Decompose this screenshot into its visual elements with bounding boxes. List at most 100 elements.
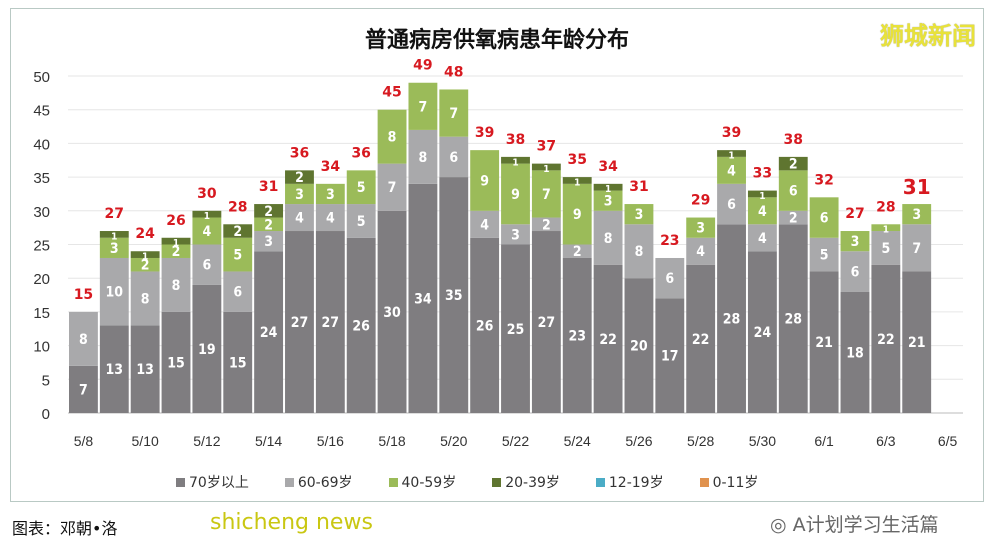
segment-label: 5 <box>820 248 829 264</box>
segment-label: 7 <box>419 99 428 115</box>
bar-segment <box>99 257 129 326</box>
legend-swatch <box>176 477 185 487</box>
credit: 图表：邓朝•洛 <box>12 519 118 538</box>
legend-swatch <box>388 477 398 487</box>
segment-label: 3 <box>635 207 644 223</box>
y-tick-label: 30 <box>33 204 50 221</box>
legend-swatch <box>284 477 294 487</box>
total-label: 37 <box>537 139 556 155</box>
bar-segment <box>470 210 500 238</box>
total-label: 32 <box>814 172 833 188</box>
chart-frame <box>10 8 984 502</box>
total-label: 29 <box>691 193 710 209</box>
segment-label: 1 <box>173 238 179 249</box>
segment-label: 6 <box>449 150 458 166</box>
total-label: 38 <box>784 132 803 148</box>
bar-segment <box>192 244 222 285</box>
segment-label: 6 <box>202 258 211 274</box>
total-label: 27 <box>105 206 124 222</box>
bar-segment <box>254 204 284 218</box>
total-label: 36 <box>351 145 370 161</box>
segment-label: 10 <box>106 285 124 301</box>
legend-swatch <box>699 477 709 487</box>
bar-segment <box>315 204 345 232</box>
segment-label: 6 <box>789 184 798 200</box>
segment-label: 2 <box>264 204 273 220</box>
segment-label: 8 <box>141 291 150 307</box>
x-tick-label: 5/16 <box>317 433 344 449</box>
segment-label: 9 <box>480 173 489 189</box>
segment-label: 8 <box>172 278 181 294</box>
segment-label: 1 <box>512 157 518 168</box>
segment-label: 22 <box>877 332 895 348</box>
bar-segment <box>840 291 870 413</box>
segment-label: 34 <box>414 291 432 307</box>
total-label: 24 <box>135 226 155 242</box>
segment-label: 5 <box>357 180 366 196</box>
segment-label: 13 <box>106 362 124 378</box>
segment-label: 4 <box>202 224 211 240</box>
segment-label: 2 <box>295 170 304 186</box>
bar-segment <box>130 271 160 326</box>
bar-segment <box>470 237 500 413</box>
segment-label: 2 <box>542 217 551 233</box>
segment-label: 3 <box>851 234 860 250</box>
segment-label: 2 <box>789 211 798 227</box>
segment-label: 22 <box>599 332 617 348</box>
bar-segment <box>562 257 592 413</box>
bar-segment <box>99 325 129 413</box>
total-label: 28 <box>228 199 247 215</box>
x-tick-label: 5/8 <box>74 433 94 449</box>
y-tick-label: 5 <box>42 372 50 389</box>
bar-segment <box>161 244 191 258</box>
bar-segment <box>717 150 746 157</box>
y-tick-label: 0 <box>42 406 50 423</box>
segment-label: 1 <box>883 225 889 236</box>
x-tick-label: 5/24 <box>564 433 591 449</box>
segment-label: 3 <box>264 234 273 250</box>
total-label: 30 <box>197 186 217 202</box>
segment-label: 4 <box>295 211 304 227</box>
bar-segment <box>531 231 561 413</box>
bar-segment <box>871 231 901 265</box>
bar-segment <box>408 183 438 413</box>
legend: 70岁以上 60-69岁 40-59岁 20-39岁 12-19岁 0-11岁 <box>176 472 758 492</box>
segment-label: 1 <box>543 164 549 175</box>
segment-label: 2 <box>264 217 273 233</box>
segment-label: 27 <box>291 315 309 331</box>
bar-segment <box>192 210 222 218</box>
segment-label: 1 <box>728 151 734 162</box>
total-label: 49 <box>413 58 432 74</box>
x-tick-label: 5/14 <box>255 433 282 449</box>
segment-label: 6 <box>851 264 860 280</box>
segment-label: 7 <box>79 382 88 398</box>
y-tick-label: 45 <box>33 103 50 120</box>
wechat-account: ◎ A计划学习生活篇 <box>770 510 939 537</box>
total-label: 31 <box>629 179 648 195</box>
bar-segment <box>346 204 376 238</box>
bar-segment <box>223 237 253 272</box>
segment-label: 35 <box>445 288 463 304</box>
segment-label: 6 <box>727 197 736 213</box>
bar-segment <box>624 278 654 413</box>
segment-label: 15 <box>229 355 247 371</box>
bar-segment <box>902 224 932 272</box>
bar-segment <box>130 251 160 258</box>
bar-segment <box>285 231 314 413</box>
bar-segment <box>285 204 314 232</box>
bar-segment <box>470 150 500 211</box>
bar-segment <box>346 237 376 413</box>
bar-segment <box>192 284 222 413</box>
bar-segment <box>254 231 284 252</box>
bar-segment <box>69 311 98 366</box>
segment-label: 1 <box>574 177 580 188</box>
segment-label: 4 <box>326 211 335 227</box>
segment-label: 1 <box>111 231 117 242</box>
segment-label: 3 <box>696 221 705 237</box>
bar-segment <box>531 217 561 232</box>
segment-label: 4 <box>758 204 767 220</box>
bar-segment <box>747 251 777 413</box>
legend-swatch <box>492 477 502 487</box>
segment-label: 20 <box>630 339 648 355</box>
bar-segment <box>285 183 314 205</box>
